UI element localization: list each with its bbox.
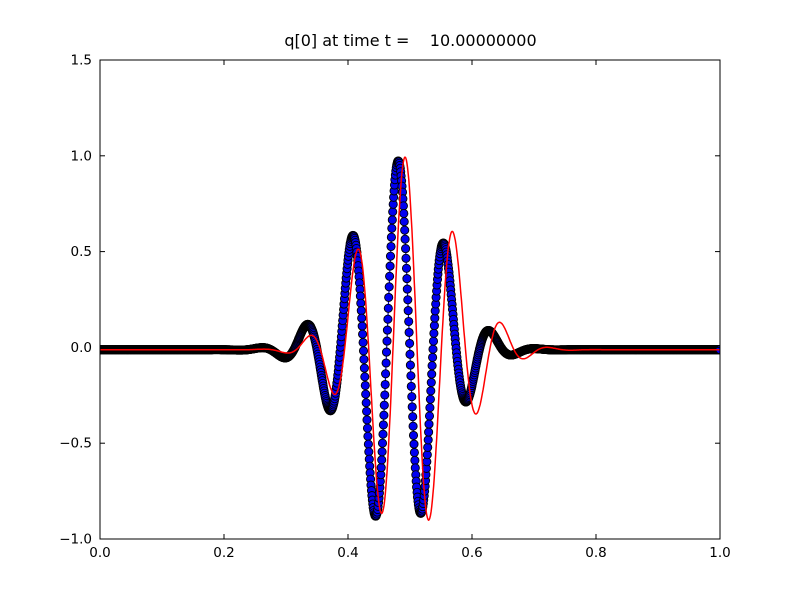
reference-series-line xyxy=(99,156,721,521)
computed-series-line xyxy=(100,160,720,517)
x-tick-label: 0.8 xyxy=(585,545,606,561)
y-tick-label: −1.0 xyxy=(59,532,92,548)
y-tick-label: 0.0 xyxy=(71,340,92,356)
plot-title: q[0] at time t = 10.00000000 xyxy=(284,31,537,50)
tick-labels: 0.0 0.2 0.4 0.6 0.8 1.0 −1.0 −0.5 0.0 0.5 1.0 1.5 xyxy=(59,53,731,562)
x-tick-label: 0.4 xyxy=(337,545,358,561)
y-tick-label: −0.5 xyxy=(59,436,92,452)
y-tick-label: 0.5 xyxy=(71,244,92,260)
series-layer xyxy=(99,156,721,521)
x-tick-label: 1.0 xyxy=(709,545,730,561)
computed-series-markers xyxy=(99,156,721,521)
y-tick-label: 1.0 xyxy=(71,148,92,164)
axes-frame xyxy=(99,59,721,540)
x-tick-label: 0.2 xyxy=(213,545,234,561)
y-tick-label: 1.5 xyxy=(71,53,92,69)
tick-marks xyxy=(99,59,721,540)
x-tick-label: 0.6 xyxy=(461,545,482,561)
x-tick-label: 0.0 xyxy=(89,545,110,561)
